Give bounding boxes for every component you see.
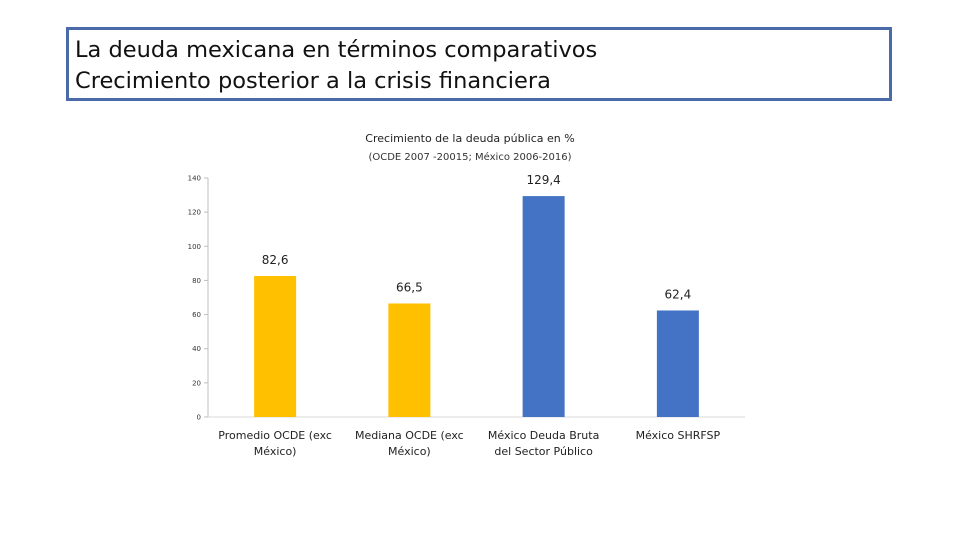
category-label-4: México SHRFSP: [636, 429, 721, 442]
slide-title-line-2: Crecimiento posterior a la crisis financ…: [75, 68, 551, 94]
chart-subtitle: (OCDE 2007 -20015; México 2006-2016): [368, 151, 571, 163]
category-label-2: México): [388, 445, 431, 458]
category-label-1: Promedio OCDE (exc: [218, 429, 332, 442]
y-tick-label: 0: [197, 414, 201, 422]
category-label-3: del Sector Público: [494, 445, 593, 458]
category-label-1: México): [254, 445, 297, 458]
bar-2: [388, 303, 431, 417]
chart-title: Crecimiento de la deuda pública en %: [365, 132, 574, 145]
bar-value-label-4: 62,4: [665, 287, 692, 301]
y-tick-label: 120: [188, 209, 201, 217]
bar-value-label-1: 82,6: [262, 253, 289, 267]
y-tick-label: 100: [188, 243, 201, 251]
bar-1: [254, 275, 297, 417]
bar-4: [656, 310, 699, 417]
y-tick-label: 20: [192, 379, 201, 387]
y-tick-label: 60: [192, 311, 201, 319]
slide-title-box: La deuda mexicana en términos comparativ…: [66, 27, 892, 101]
bar-value-label-3: 129,4: [526, 173, 560, 187]
y-tick-label: 40: [192, 345, 201, 353]
category-label-3: México Deuda Bruta: [488, 429, 599, 442]
bar-3: [522, 196, 565, 417]
category-label-2: Mediana OCDE (exc: [355, 429, 464, 442]
slide-title-line-1: La deuda mexicana en términos comparativ…: [75, 37, 598, 63]
bar-value-label-2: 66,5: [396, 280, 423, 294]
y-tick-label: 80: [192, 277, 201, 285]
y-tick-label: 140: [188, 175, 201, 183]
